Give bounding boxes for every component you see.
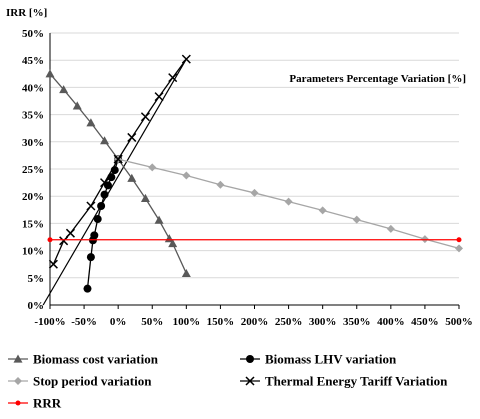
x-tick-label: 250% (275, 316, 303, 328)
x-axis-title: Parameters Percentage Variation [%] (289, 73, 466, 85)
data-point (127, 132, 137, 142)
data-point (250, 188, 259, 197)
legend: Biomass cost variation Biomass LHV variat… (8, 352, 448, 411)
legend-item: Biomass cost variation (8, 352, 159, 367)
data-point (148, 163, 157, 172)
data-point (47, 237, 53, 243)
data-point (97, 201, 106, 210)
legend-marker (13, 354, 23, 363)
legend-label: RRR (33, 396, 62, 411)
series-layer (42, 54, 463, 306)
data-point (386, 224, 395, 233)
series-3 (48, 54, 191, 269)
data-point (100, 178, 110, 188)
x-tick-label: 350% (343, 316, 371, 328)
data-point (181, 268, 191, 278)
series-1 (83, 155, 123, 293)
x-tick-label: 100% (173, 316, 201, 328)
data-point (216, 180, 225, 189)
data-point (154, 215, 164, 224)
data-point (168, 73, 178, 83)
data-point (45, 69, 55, 78)
x-tick-label: 300% (309, 316, 337, 328)
data-point (65, 228, 75, 238)
y-tick-label: 25% (22, 164, 44, 176)
data-point (59, 85, 69, 94)
legend-label: Biomass LHV variation (265, 352, 397, 367)
y-tick-label: 0% (28, 300, 45, 312)
data-point (93, 215, 102, 224)
x-tick-label: 500% (445, 316, 473, 328)
series-line (49, 73, 187, 274)
legend-item: Thermal Energy Tariff Variation (240, 374, 448, 389)
series-2 (114, 155, 463, 253)
tick-labels: 0% 5% 10% 15% 20% 25% 30% 35% 40% 45% 50% -100% -50%… (22, 28, 473, 328)
data-point (168, 239, 178, 248)
x-tick-label: 150% (207, 316, 235, 328)
data-point (100, 190, 109, 199)
legend-label: Biomass cost variation (33, 352, 159, 367)
legend-item: Stop period variation (8, 374, 152, 389)
data-point (140, 193, 150, 202)
data-point (127, 173, 137, 182)
data-point (113, 154, 123, 164)
data-point (140, 112, 150, 122)
data-point (86, 201, 96, 211)
series-4 (47, 237, 462, 243)
x-tick-label: 450% (411, 316, 439, 328)
y-tick-label: 15% (22, 218, 44, 230)
data-point (182, 171, 191, 180)
data-point (456, 237, 462, 243)
y-axis-title: IRR [%] (6, 7, 47, 19)
legend-marker (246, 355, 254, 363)
data-point (181, 54, 191, 64)
data-point (59, 236, 69, 246)
legend-marker (14, 377, 22, 385)
y-tick-label: 35% (22, 110, 44, 122)
legend-label: Thermal Energy Tariff Variation (265, 374, 448, 389)
x-tick-label: -100% (34, 316, 65, 328)
legend-item: RRR (8, 396, 62, 411)
data-point (100, 136, 110, 145)
series-line-extension (42, 58, 187, 306)
data-point (48, 259, 58, 269)
legend-marker (245, 376, 255, 386)
data-point (455, 244, 463, 253)
data-point (72, 101, 82, 110)
x-tick-label: 0% (110, 316, 127, 328)
data-point (284, 197, 293, 206)
legend-item: Biomass LHV variation (240, 352, 397, 367)
series-0 (45, 69, 191, 278)
data-point (107, 173, 116, 182)
legend-label: Stop period variation (33, 374, 152, 389)
data-point (86, 118, 96, 127)
data-point (154, 92, 164, 102)
y-tick-label: 5% (28, 273, 45, 285)
x-tick-label: 200% (241, 316, 269, 328)
axes (49, 33, 460, 309)
data-point (352, 215, 361, 224)
data-point (86, 253, 95, 262)
y-tick-label: 40% (22, 82, 44, 94)
y-tick-label: 10% (22, 246, 44, 258)
data-point (83, 284, 92, 293)
data-point (90, 231, 99, 240)
y-tick-label: 30% (22, 137, 44, 149)
y-tick-label: 50% (22, 28, 44, 40)
x-tick-label: 400% (377, 316, 405, 328)
legend-marker (15, 400, 21, 406)
y-tick-label: 20% (22, 191, 44, 203)
x-tick-label: -50% (71, 316, 97, 328)
x-tick-label: 50% (141, 316, 163, 328)
y-tick-label: 45% (22, 55, 44, 67)
data-point (318, 206, 327, 215)
